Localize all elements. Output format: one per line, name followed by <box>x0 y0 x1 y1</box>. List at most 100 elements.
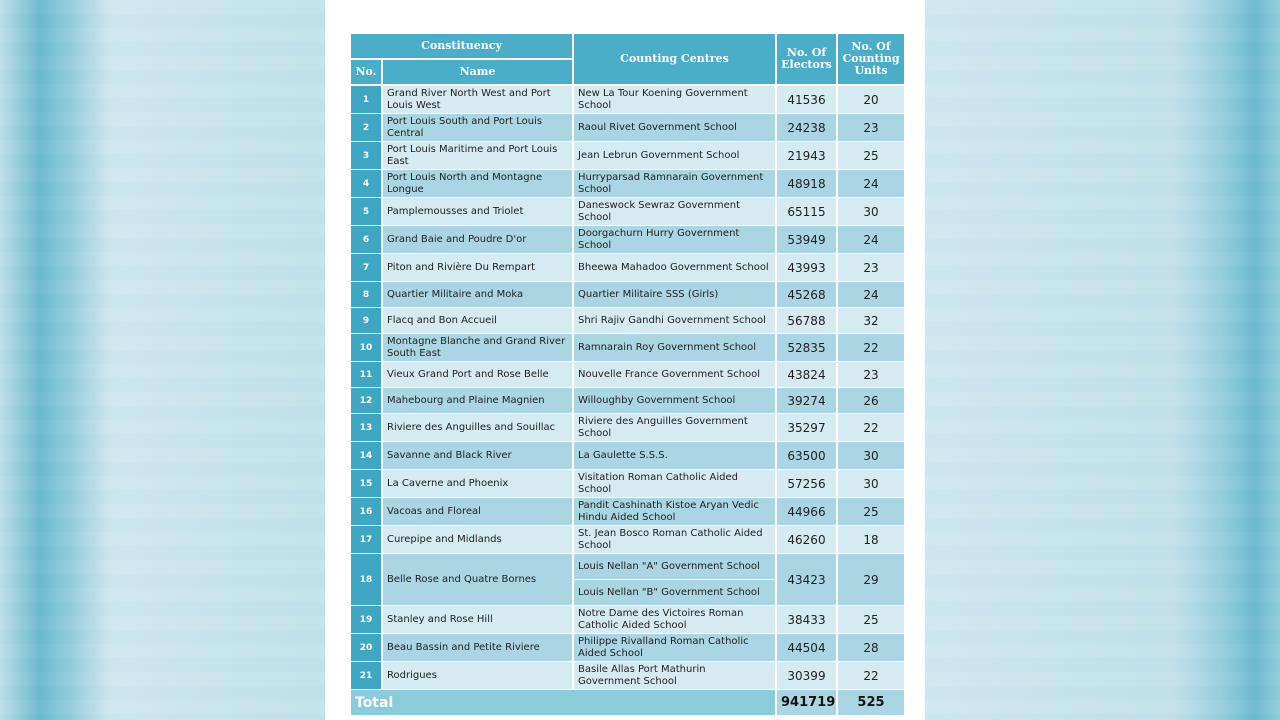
row-number: 1 <box>351 86 381 114</box>
counting-centre: Louis Nellan "A" Government School <box>574 554 775 580</box>
counting-centre: Jean Lebrun Government School <box>574 142 775 170</box>
counting-units: 18 <box>838 526 904 554</box>
electors-count: 43824 <box>777 362 836 388</box>
counting-units: 24 <box>838 282 904 308</box>
counting-centre: Pandit Cashinath Kistoe Aryan Vedic Hind… <box>574 498 775 526</box>
table-row: 17 Curepipe and Midlands St. Jean Bosco Ro… <box>351 526 904 554</box>
counting-centre: La Gaulette S.S.S. <box>574 442 775 470</box>
row-number: 4 <box>351 170 381 198</box>
counting-centre: Raoul Rivet Government School <box>574 114 775 142</box>
table-subrow: Louis Nellan "B" Government School <box>351 580 904 606</box>
constituency-name: Stanley and Rose Hill <box>383 606 572 634</box>
table-row: 4 Port Louis North and Montagne Longue Hur… <box>351 170 904 198</box>
constituency-name: Port Louis South and Port Louis Central <box>383 114 572 142</box>
table-row: 18 Belle Rose and Quatre Bornes Louis Nell… <box>351 554 904 606</box>
table-row: 3 Port Louis Maritime and Port Louis East… <box>351 142 904 170</box>
counting-centre: Louis Nellan "B" Government School <box>574 580 775 606</box>
total-electors: 941719 <box>777 690 836 716</box>
electors-count: 44504 <box>777 634 836 662</box>
table-row: 21 Rodrigues Basile Allas Port Mathurin Go… <box>351 662 904 690</box>
counting-centre: Nouvelle France Government School <box>574 362 775 388</box>
row-number: 12 <box>351 388 381 414</box>
row-number: 17 <box>351 526 381 554</box>
row-number: 21 <box>351 662 381 690</box>
electors-count: 48918 <box>777 170 836 198</box>
total-units: 525 <box>838 690 904 716</box>
electors-count: 45268 <box>777 282 836 308</box>
counting-units: 25 <box>838 498 904 526</box>
row-number: 2 <box>351 114 381 142</box>
counting-centres-table: Constituency Counting Centres No. Of Ele… <box>349 34 906 716</box>
counting-centre: Notre Dame des Victoires Roman Catholic … <box>574 606 775 634</box>
table-row: 12 Mahebourg and Plaine Magnien Willoughby… <box>351 388 904 414</box>
blurred-background-left <box>0 0 325 720</box>
counting-units: 20 <box>838 86 904 114</box>
total-label: Total <box>351 690 775 716</box>
counting-centre: Doorgachurn Hurry Government School <box>574 226 775 254</box>
table-row: 19 Stanley and Rose Hill Notre Dame des Vi… <box>351 606 904 634</box>
table-row: 13 Riviere des Anguilles and Souillac Rivi… <box>351 414 904 442</box>
electors-count: 53949 <box>777 226 836 254</box>
electors-count: 30399 <box>777 662 836 690</box>
counting-units: 28 <box>838 634 904 662</box>
constituency-name: Piton and Rivière Du Rempart <box>383 254 572 282</box>
constituency-name: Mahebourg and Plaine Magnien <box>383 388 572 414</box>
counting-centre: Quartier Militaire SSS (Girls) <box>574 282 775 308</box>
constituency-name: Flacq and Bon Accueil <box>383 308 572 334</box>
counting-units: 32 <box>838 308 904 334</box>
counting-units: 22 <box>838 414 904 442</box>
electors-count: 63500 <box>777 442 836 470</box>
table-row: 14 Savanne and Black River La Gaulette S.S… <box>351 442 904 470</box>
table-row: 11 Vieux Grand Port and Rose Belle Nouvell… <box>351 362 904 388</box>
counting-units: 25 <box>838 142 904 170</box>
table-row: 2 Port Louis South and Port Louis Central… <box>351 114 904 142</box>
header-electors: No. Of Electors <box>777 34 836 86</box>
row-number: 19 <box>351 606 381 634</box>
counting-centre: Visitation Roman Catholic Aided School <box>574 470 775 498</box>
counting-units: 23 <box>838 254 904 282</box>
electors-count: 56788 <box>777 308 836 334</box>
counting-centre: Bheewa Mahadoo Government School <box>574 254 775 282</box>
electors-count: 65115 <box>777 198 836 226</box>
row-number: 14 <box>351 442 381 470</box>
row-number: 6 <box>351 226 381 254</box>
electors-count: 52835 <box>777 334 836 362</box>
constituency-name: Riviere des Anguilles and Souillac <box>383 414 572 442</box>
electors-count: 35297 <box>777 414 836 442</box>
constituency-name: La Caverne and Phoenix <box>383 470 572 498</box>
row-number: 10 <box>351 334 381 362</box>
constituency-name: Beau Bassin and Petite Riviere <box>383 634 572 662</box>
table-row: 20 Beau Bassin and Petite Riviere Philippe… <box>351 634 904 662</box>
table-row: 9 Flacq and Bon Accueil Shri Rajiv Gandhi … <box>351 308 904 334</box>
counting-units: 24 <box>838 170 904 198</box>
counting-centre: Daneswock Sewraz Government School <box>574 198 775 226</box>
electors-count: 44966 <box>777 498 836 526</box>
row-number: 9 <box>351 308 381 334</box>
row-number: 13 <box>351 414 381 442</box>
header-constituency: Constituency <box>351 34 572 60</box>
counting-centre: Philippe Rivalland Roman Catholic Aided … <box>574 634 775 662</box>
row-number: 15 <box>351 470 381 498</box>
table-row: 1 Grand River North West and Port Louis W… <box>351 86 904 114</box>
table-body: 1 Grand River North West and Port Louis W… <box>351 86 904 716</box>
counting-centre: Willoughby Government School <box>574 388 775 414</box>
constituency-name: Grand Baie and Poudre D'or <box>383 226 572 254</box>
table-row: 8 Quartier Militaire and Moka Quartier Mil… <box>351 282 904 308</box>
row-number: 8 <box>351 282 381 308</box>
counting-units: 26 <box>838 388 904 414</box>
constituency-name: Belle Rose and Quatre Bornes <box>383 554 572 606</box>
electors-count: 57256 <box>777 470 836 498</box>
counting-units: 22 <box>838 662 904 690</box>
counting-centre: Basile Allas Port Mathurin Government Sc… <box>574 662 775 690</box>
counting-units: 29 <box>838 554 904 606</box>
counting-units: 22 <box>838 334 904 362</box>
electors-count: 43423 <box>777 554 836 606</box>
counting-units: 30 <box>838 470 904 498</box>
electors-count: 46260 <box>777 526 836 554</box>
constituency-name: Montagne Blanche and Grand River South E… <box>383 334 572 362</box>
row-number: 18 <box>351 554 381 606</box>
constituency-name: Savanne and Black River <box>383 442 572 470</box>
table-row: 15 La Caverne and Phoenix Visitation Roman… <box>351 470 904 498</box>
header-counting-units: No. Of Counting Units <box>838 34 904 86</box>
table-row: 6 Grand Baie and Poudre D'or Doorgachurn H… <box>351 226 904 254</box>
